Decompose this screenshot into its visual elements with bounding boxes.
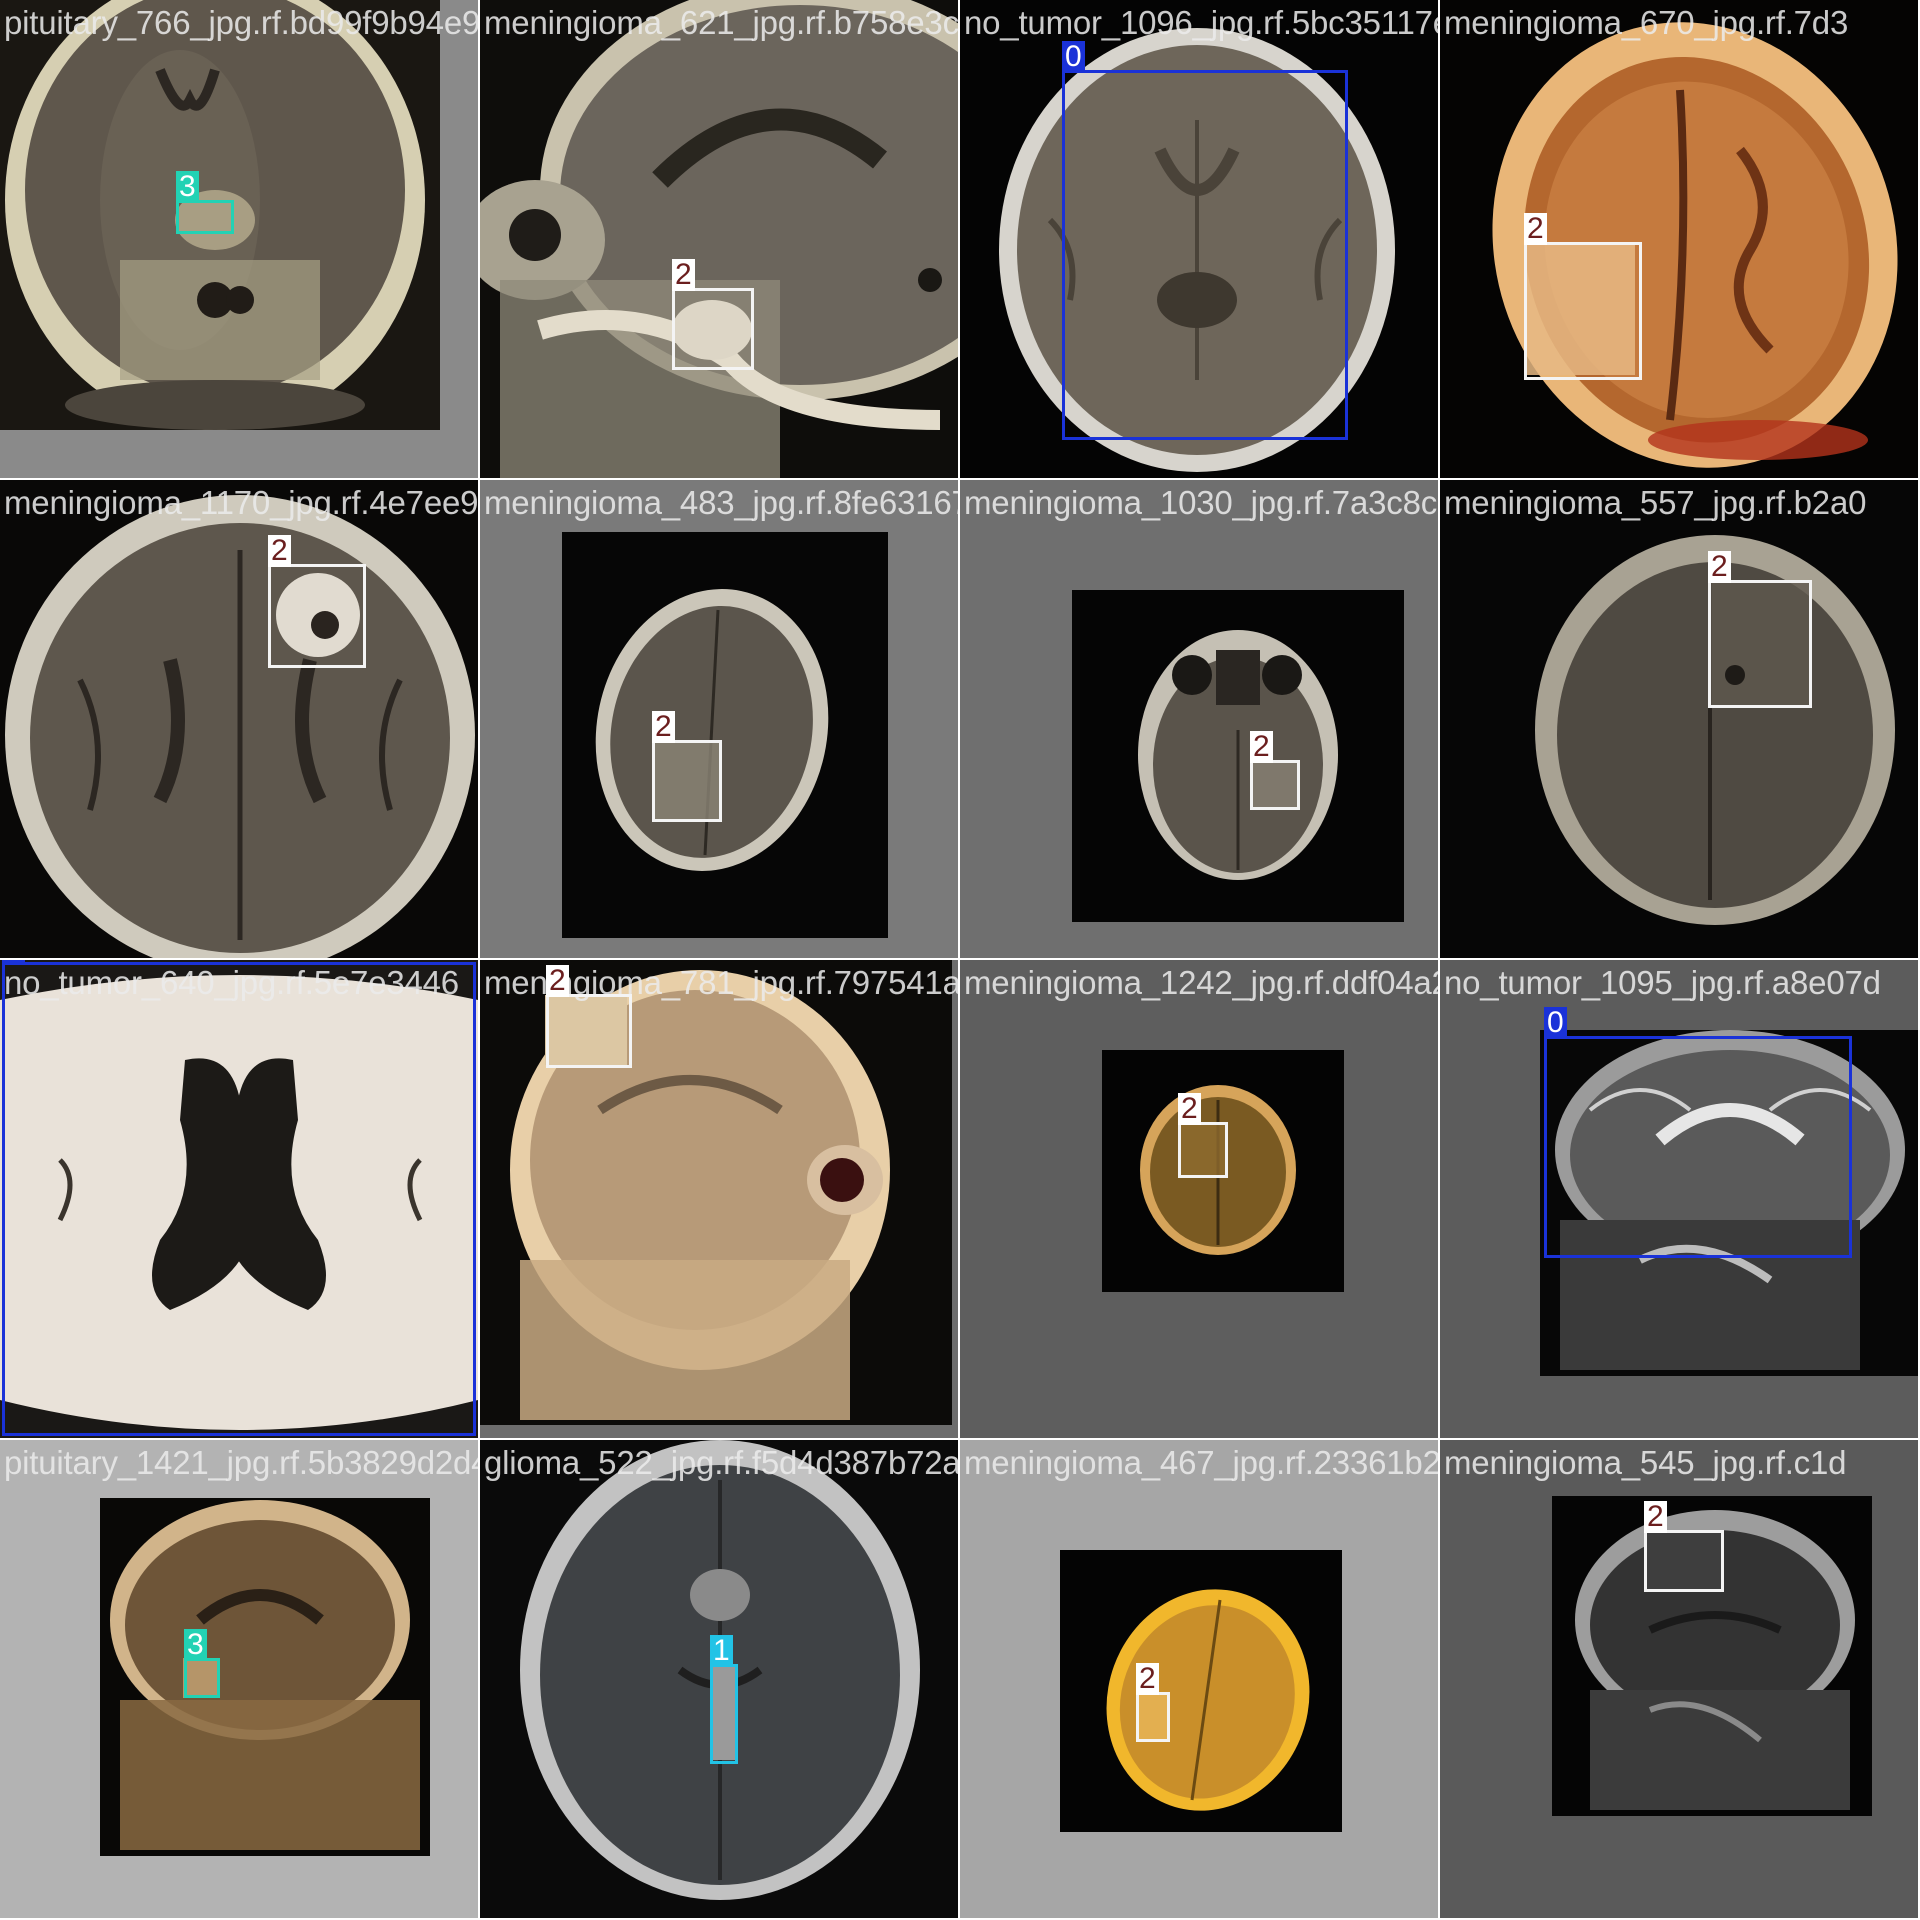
mri-sagittal-image bbox=[1440, 1440, 1918, 1918]
image-tile: meningioma_1242_jpg.rf.ddf04a2d9443099 2 bbox=[960, 960, 1438, 1438]
detection-box: 3 bbox=[176, 171, 234, 234]
detection-box: 2 bbox=[1708, 551, 1812, 708]
detection-box: 0 bbox=[1544, 1007, 1852, 1258]
class-label: 2 bbox=[1524, 213, 1547, 245]
mri-axial-image bbox=[480, 1440, 958, 1918]
class-label: 0 bbox=[1062, 41, 1085, 73]
image-tile: glioma_522_jpg.rf.f5d4d387b72a07dae 1 bbox=[480, 1440, 958, 1918]
detection-box: 2 bbox=[1644, 1501, 1724, 1592]
image-tile: no_tumor_640_jpg.rf.5e7e3446 0 bbox=[0, 960, 478, 1438]
class-label: 2 bbox=[546, 965, 569, 997]
mri-axial-image bbox=[960, 960, 1438, 1438]
detection-box: 2 bbox=[1250, 731, 1300, 810]
class-label: 2 bbox=[1708, 551, 1731, 583]
image-tile: meningioma_1030_jpg.rf.7a3c8c1da5ba320 2 bbox=[960, 480, 1438, 958]
image-tile: meningioma_621_jpg.rf.b758e3cf7da80d2c1 … bbox=[480, 0, 958, 478]
mri-sagittal-image bbox=[480, 0, 958, 478]
detection-box: 2 bbox=[672, 259, 754, 370]
image-tile: no_tumor_1096_jpg.rf.5bc35117e317c02c 0 bbox=[960, 0, 1438, 478]
class-label: 0 bbox=[2, 960, 25, 965]
mri-axial-image bbox=[0, 480, 478, 958]
image-tile: no_tumor_1095_jpg.rf.a8e07d 0 bbox=[1440, 960, 1918, 1438]
mri-axial-image bbox=[960, 480, 1438, 958]
detection-box: 2 bbox=[1178, 1093, 1228, 1178]
detection-box: 2 bbox=[546, 965, 632, 1068]
class-label: 2 bbox=[652, 711, 675, 743]
mri-coronal-image bbox=[0, 0, 478, 478]
detection-box: 2 bbox=[1136, 1663, 1170, 1742]
image-tile: meningioma_557_jpg.rf.b2a0 2 bbox=[1440, 480, 1918, 958]
class-label: 1 bbox=[710, 1635, 733, 1667]
image-tile: pituitary_1421_jpg.rf.5b3829d2d494522ac4… bbox=[0, 1440, 478, 1918]
detection-box: 0 bbox=[1062, 41, 1348, 440]
image-tile: meningioma_467_jpg.rf.23361b2204143a425 … bbox=[960, 1440, 1438, 1918]
class-label: 3 bbox=[184, 1629, 207, 1661]
mri-sagittal-image bbox=[480, 960, 958, 1438]
image-tile: meningioma_781_jpg.rf.797541a0bb0d6f242 … bbox=[480, 960, 958, 1438]
class-label: 2 bbox=[268, 535, 291, 567]
mri-axial-image bbox=[1440, 480, 1918, 958]
detection-box: 2 bbox=[1524, 213, 1642, 380]
mri-sagittal-image bbox=[1440, 960, 1918, 1438]
mri-axial-image bbox=[960, 1440, 1438, 1918]
class-label: 2 bbox=[1250, 731, 1273, 763]
mri-sagittal-image bbox=[0, 1440, 478, 1918]
detection-box: 2 bbox=[268, 535, 366, 668]
mri-axial-image bbox=[1440, 0, 1918, 478]
mri-axial-image bbox=[480, 480, 958, 958]
mri-axial-image bbox=[960, 0, 1438, 478]
class-label: 3 bbox=[176, 171, 199, 203]
image-tile: pituitary_766_jpg.rf.bd99f9b94e920fe7996… bbox=[0, 0, 478, 478]
detection-box: 1 bbox=[710, 1635, 738, 1764]
mri-axial-image bbox=[0, 960, 478, 1438]
detection-box: 0 bbox=[2, 960, 476, 1436]
detection-box: 2 bbox=[652, 711, 722, 822]
class-label: 0 bbox=[1544, 1007, 1567, 1039]
class-label: 2 bbox=[1178, 1093, 1201, 1125]
detection-box: 3 bbox=[184, 1629, 220, 1698]
image-tile: meningioma_1170_jpg.rf.4e7ee9732af4913 2 bbox=[0, 480, 478, 958]
image-tile: meningioma_670_jpg.rf.7d3 2 bbox=[1440, 0, 1918, 478]
image-tile: meningioma_483_jpg.rf.8fe631676ccb0e74 2 bbox=[480, 480, 958, 958]
class-label: 2 bbox=[1136, 1663, 1159, 1695]
image-tile: meningioma_545_jpg.rf.c1d 2 bbox=[1440, 1440, 1918, 1918]
class-label: 2 bbox=[672, 259, 695, 291]
class-label: 2 bbox=[1644, 1501, 1667, 1533]
